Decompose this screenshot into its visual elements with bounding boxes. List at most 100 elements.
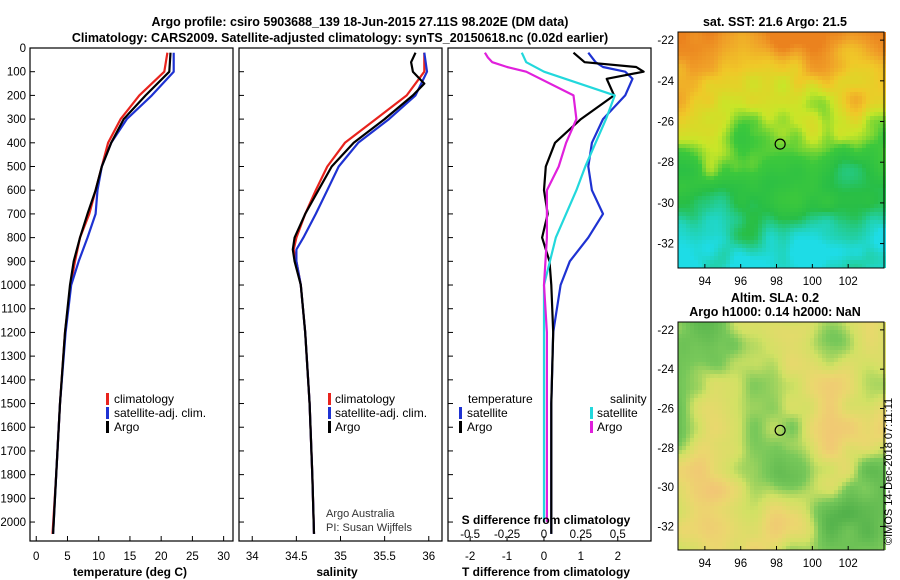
map-cell [774, 228, 778, 232]
map-cell [706, 72, 710, 76]
map-cell [690, 56, 694, 60]
map-cell [866, 104, 870, 108]
map-cell [842, 52, 846, 56]
map-cell [686, 244, 690, 248]
map-cell [726, 212, 730, 216]
map-cell [826, 168, 830, 172]
map-cell [826, 426, 830, 430]
map-cell [690, 96, 694, 100]
map-cell [682, 176, 686, 180]
map-cell [846, 104, 850, 108]
map-cell [702, 430, 706, 434]
map-cell [726, 446, 730, 450]
map-cell [822, 378, 826, 382]
map-cell [686, 100, 690, 104]
map-cell [678, 40, 682, 44]
map-cell [818, 208, 822, 212]
map-cell [722, 382, 726, 386]
map-cell [842, 346, 846, 350]
map-cell [778, 84, 782, 88]
map-cell [830, 188, 834, 192]
map-cell [842, 216, 846, 220]
map-cell [854, 402, 858, 406]
map-cell [810, 244, 814, 248]
map-cell [866, 96, 870, 100]
map-cell [718, 200, 722, 204]
map-cell [834, 192, 838, 196]
map-cell [802, 44, 806, 48]
map-cell [790, 256, 794, 260]
map-cell [810, 88, 814, 92]
depth-tick-label: 1600 [0, 422, 26, 434]
map-cell [826, 402, 830, 406]
map-cell [854, 192, 858, 196]
map-cell [850, 124, 854, 128]
map-cell [870, 256, 874, 260]
map-cell [822, 358, 826, 362]
map-cell [682, 322, 686, 326]
map-cell [874, 204, 878, 208]
map-cell [790, 446, 794, 450]
map-cell [742, 68, 746, 72]
map-cell [786, 140, 790, 144]
map-cell [818, 188, 822, 192]
map-cell [790, 374, 794, 378]
map-cell [802, 442, 806, 446]
map-cell [850, 80, 854, 84]
map-cell [786, 172, 790, 176]
map-cell [818, 136, 822, 140]
map-cell [742, 100, 746, 104]
map-cell [770, 72, 774, 76]
map-cell [718, 160, 722, 164]
map-cell [854, 144, 858, 148]
map-cell [690, 370, 694, 374]
map-cell [734, 128, 738, 132]
map-cell [862, 32, 866, 36]
map-cell [682, 374, 686, 378]
map-cell [846, 390, 850, 394]
map-cell [802, 196, 806, 200]
map-cell [794, 212, 798, 216]
map-cell [738, 156, 742, 160]
map-cell [690, 32, 694, 36]
map-cell [698, 36, 702, 40]
map-cell [842, 176, 846, 180]
map-cell [698, 164, 702, 168]
map-cell [698, 104, 702, 108]
map-cell [746, 370, 750, 374]
map-cell [850, 144, 854, 148]
map-cell [790, 36, 794, 40]
map-cell [738, 196, 742, 200]
map-cell [878, 44, 882, 48]
map-cell [742, 44, 746, 48]
map-cell [814, 164, 818, 168]
map-cell [718, 44, 722, 48]
map-cell [854, 382, 858, 386]
map-cell [770, 248, 774, 252]
map-cell [834, 196, 838, 200]
map-cell [706, 446, 710, 450]
map-cell [786, 88, 790, 92]
map-cell [698, 48, 702, 52]
map-cell [874, 108, 878, 112]
map-cell [710, 60, 714, 64]
map-cell [814, 148, 818, 152]
map-cell [774, 256, 778, 260]
map-cell [866, 414, 870, 418]
map-cell [874, 334, 878, 338]
map-cell [746, 422, 750, 426]
map-cell [750, 386, 754, 390]
map-cell [774, 402, 778, 406]
map-cell [858, 96, 862, 100]
map-cell [866, 108, 870, 112]
map-cell [762, 358, 766, 362]
map-cell [778, 422, 782, 426]
map-cell [854, 68, 858, 72]
map-cell [814, 330, 818, 334]
map-cell [706, 88, 710, 92]
map-cell [822, 390, 826, 394]
map-cell [826, 366, 830, 370]
map-cell [754, 172, 758, 176]
map-cell [786, 220, 790, 224]
map-cell [838, 64, 842, 68]
